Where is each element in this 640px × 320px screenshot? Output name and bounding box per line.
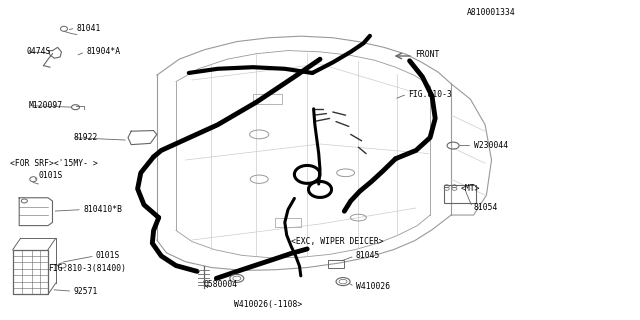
Text: Q580004: Q580004	[204, 280, 237, 289]
Text: 0474S: 0474S	[27, 47, 51, 56]
Text: 81922: 81922	[74, 133, 98, 142]
Text: W230044: W230044	[474, 141, 508, 150]
Text: A810001334: A810001334	[467, 8, 516, 17]
Text: 81054: 81054	[474, 203, 498, 212]
Text: 92571: 92571	[74, 287, 98, 296]
Text: 81045: 81045	[356, 252, 380, 260]
Text: 810410*B: 810410*B	[83, 205, 122, 214]
Text: <FOR SRF><'15MY- >: <FOR SRF><'15MY- >	[10, 159, 97, 168]
Text: FRONT: FRONT	[415, 50, 439, 59]
Text: 0101S: 0101S	[38, 172, 63, 180]
Text: 0101S: 0101S	[96, 252, 120, 260]
Text: FIG.810-3(81400): FIG.810-3(81400)	[48, 264, 126, 273]
Text: 81041: 81041	[77, 24, 101, 33]
Text: FIG.810-3: FIG.810-3	[408, 90, 452, 99]
Text: W410026: W410026	[356, 282, 390, 291]
Text: W410026(-1108>: W410026(-1108>	[234, 300, 302, 309]
Text: <EXC, WIPER DEICER>: <EXC, WIPER DEICER>	[291, 237, 384, 246]
Text: 81904*A: 81904*A	[86, 47, 120, 56]
Text: M120097: M120097	[29, 101, 63, 110]
Text: <MT>: <MT>	[461, 184, 480, 193]
